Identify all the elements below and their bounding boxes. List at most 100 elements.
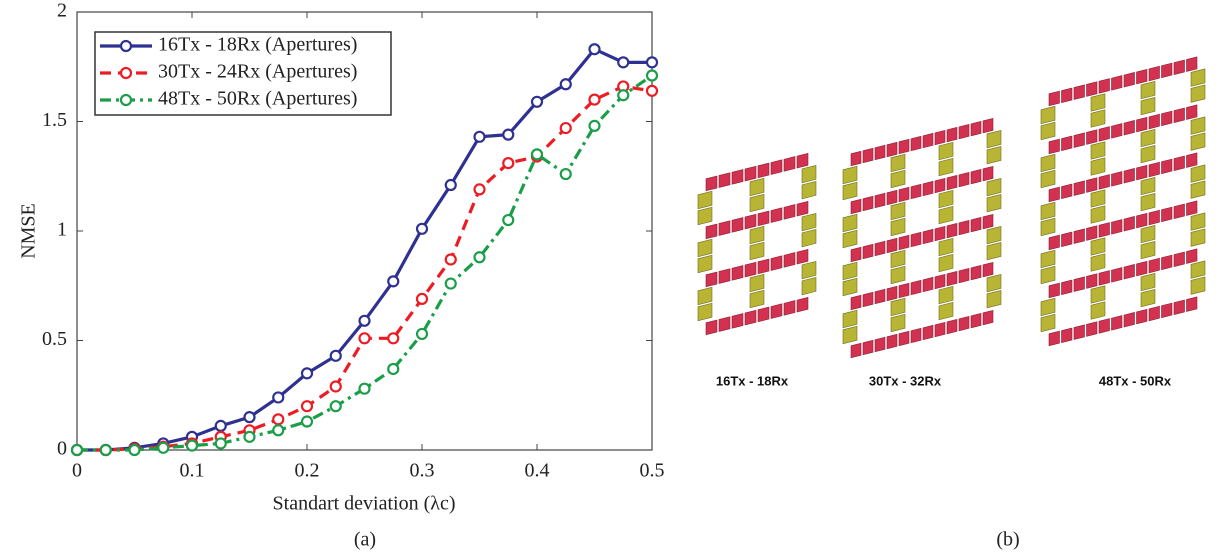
rx-element [697, 190, 713, 210]
rx-element [749, 241, 765, 261]
tx-element [1148, 305, 1160, 322]
data-point [502, 213, 515, 227]
rx-element [801, 164, 817, 184]
tx-element [1123, 72, 1135, 88]
rx-element [697, 254, 713, 274]
tx-element [796, 152, 809, 169]
tx-element [958, 267, 970, 284]
data-point [387, 362, 400, 376]
tx-element [1061, 231, 1073, 248]
rx-element [697, 238, 713, 258]
data-point [444, 277, 457, 290]
tx-element [886, 333, 898, 350]
data-point [214, 419, 227, 433]
rx-element [938, 285, 954, 305]
data-point [473, 251, 486, 264]
rx-element [842, 165, 858, 185]
data-point [559, 78, 572, 91]
x-tick-label: 0.2 [295, 460, 320, 482]
rx-element [1190, 116, 1206, 135]
data-point [502, 128, 515, 141]
data-point [329, 349, 342, 362]
tx-element [1073, 180, 1085, 196]
rx-element [801, 228, 817, 248]
tx-element [958, 123, 970, 140]
data-point [530, 148, 544, 161]
rx-element [938, 205, 954, 225]
tx-element [886, 189, 898, 206]
tx-element [1186, 152, 1198, 168]
tx-element [874, 240, 886, 257]
tx-element [874, 336, 886, 353]
tx-element [910, 279, 922, 296]
tx-element [718, 316, 731, 332]
antenna-array [697, 152, 817, 336]
tx-element [1161, 158, 1173, 175]
rx-element [1040, 153, 1056, 173]
rx-element [986, 129, 1002, 149]
rx-element [842, 213, 858, 233]
tx-element [1098, 222, 1110, 238]
rx-element [938, 189, 954, 209]
legend-label: 30Tx - 24Rx (Apertures) [158, 61, 357, 83]
data-point [559, 121, 572, 135]
tx-element [982, 165, 994, 182]
rx-element [697, 286, 713, 306]
tx-element [970, 120, 982, 137]
rx-element [986, 193, 1002, 213]
tx-element [1061, 135, 1073, 152]
tx-element [910, 183, 922, 200]
rx-element [697, 206, 713, 226]
tx-element [1173, 203, 1185, 219]
tx-element [744, 213, 757, 230]
rx-element [890, 297, 906, 317]
rx-element [1190, 164, 1206, 183]
rx-element [1040, 201, 1056, 221]
tx-element [1136, 68, 1148, 85]
tx-element [1073, 132, 1085, 148]
rx-element [1140, 176, 1156, 196]
rx-element [842, 277, 858, 297]
tx-element [862, 243, 874, 260]
rx-element [749, 273, 765, 293]
tx-element [946, 126, 958, 143]
tx-element [1098, 270, 1110, 286]
data-point [387, 275, 400, 288]
tx-element [1086, 321, 1098, 337]
rx-element [1090, 189, 1106, 208]
tx-element [886, 141, 898, 158]
tx-element [796, 248, 809, 265]
tx-element [898, 186, 910, 203]
tx-element [718, 268, 731, 284]
x-tick-label: 0.1 [180, 460, 205, 482]
y-tick-label: 1.5 [42, 109, 67, 131]
rx-element [1090, 141, 1106, 160]
tx-element [1098, 174, 1110, 190]
tx-element [1048, 90, 1060, 107]
tx-element [1073, 228, 1085, 244]
tx-element [910, 231, 922, 248]
rx-element [890, 249, 906, 269]
series-line [77, 84, 653, 452]
data-point [645, 69, 659, 82]
data-point [358, 332, 371, 345]
tx-element [934, 177, 946, 194]
data-point [329, 380, 342, 393]
tx-element [1073, 84, 1085, 100]
rx-element [697, 302, 713, 322]
tx-element [934, 321, 946, 338]
array-label: 30Tx - 32Rx [869, 373, 942, 388]
tx-element [934, 225, 946, 242]
tx-element [922, 324, 934, 341]
tx-element [1161, 302, 1173, 319]
tx-element [1111, 75, 1123, 91]
y-tick-label: 1 [57, 219, 67, 241]
tx-element [1098, 126, 1110, 142]
caption: (a) [354, 529, 376, 551]
data-point [415, 292, 429, 305]
tx-element [705, 175, 718, 192]
tx-element [898, 282, 910, 299]
tx-element [874, 144, 886, 161]
tx-element [922, 180, 934, 197]
